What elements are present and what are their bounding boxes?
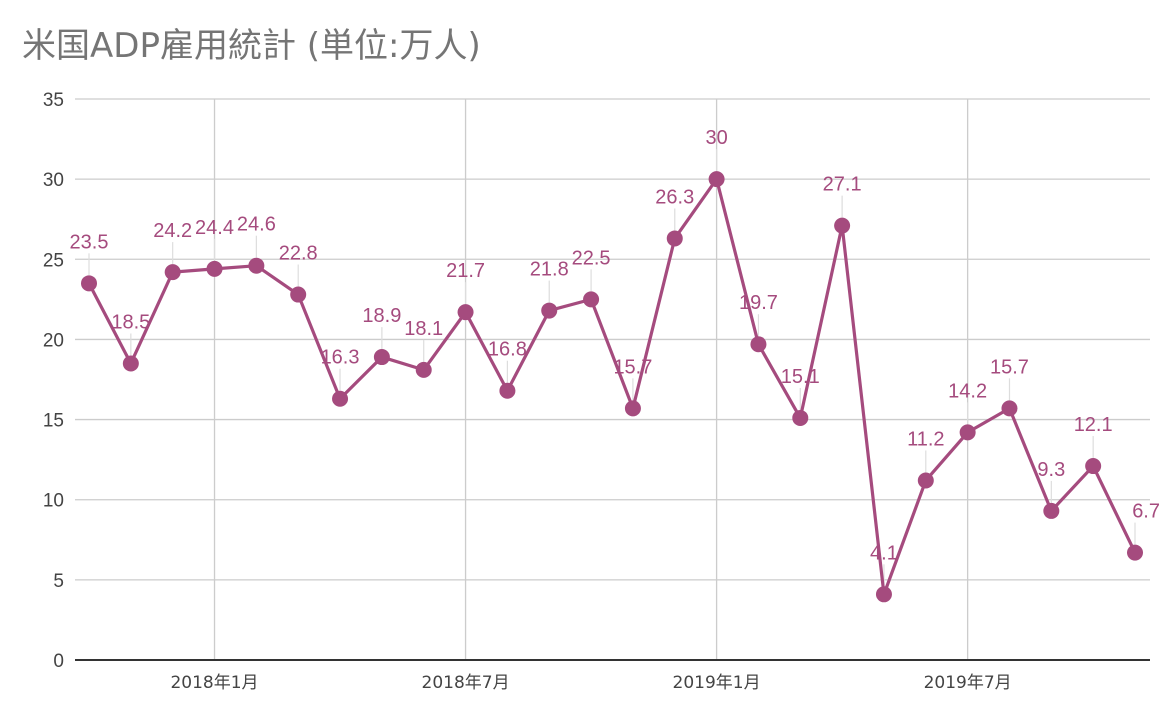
data-label: 24.4	[195, 217, 234, 239]
y-tick-label: 0	[53, 651, 64, 672]
x-tick-label: 2018年7月	[422, 673, 510, 693]
data-label: 24.2	[153, 220, 192, 242]
data-point	[81, 275, 97, 292]
data-point	[373, 349, 390, 366]
data-label: 9.3	[1037, 459, 1065, 481]
data-point	[164, 264, 181, 281]
data-label: 26.3	[655, 186, 694, 208]
data-point	[792, 409, 809, 426]
data-label: 22.5	[572, 247, 611, 269]
data-point	[666, 230, 683, 247]
data-label: 19.7	[739, 292, 778, 314]
data-point	[1085, 458, 1102, 475]
data-label: 24.6	[237, 214, 276, 236]
data-label: 14.2	[948, 380, 987, 402]
data-label: 18.5	[111, 311, 150, 333]
y-tick-label: 25	[43, 250, 64, 271]
data-point	[290, 286, 307, 303]
data-point	[708, 171, 725, 188]
data-point	[959, 424, 976, 441]
data-label: 30	[705, 127, 727, 149]
y-tick-label: 10	[43, 491, 64, 512]
data-label: 18.1	[404, 318, 443, 340]
y-tick-label: 30	[43, 170, 64, 191]
data-label: 21.8	[530, 259, 569, 281]
data-point	[1127, 544, 1143, 561]
data-point	[457, 304, 474, 321]
data-point	[1001, 400, 1018, 417]
data-point	[1043, 502, 1060, 519]
data-point	[834, 217, 851, 234]
y-tick-label: 5	[53, 571, 64, 592]
series-line	[87, 177, 1137, 596]
data-point	[206, 260, 223, 277]
data-point	[248, 257, 265, 274]
data-label: 4.1	[870, 542, 898, 564]
data-point	[415, 361, 432, 378]
data-label: 15.7	[990, 356, 1029, 378]
data-point	[122, 355, 139, 372]
data-label: 22.8	[279, 243, 318, 265]
data-point	[541, 302, 558, 319]
data-label: 21.7	[446, 260, 485, 282]
data-label: 11.2	[907, 428, 944, 450]
data-point	[332, 390, 349, 407]
data-label: 23.5	[70, 231, 109, 253]
grid-layer	[75, 98, 1150, 660]
data-point	[624, 400, 641, 417]
chart-title: 米国ADP雇用統計 (単位:万人)	[22, 26, 481, 66]
data-point	[917, 472, 934, 489]
x-tick-label: 2019年7月	[924, 673, 1012, 693]
y-tick-label: 35	[43, 90, 64, 111]
data-point	[875, 586, 892, 603]
data-label: 27.1	[823, 174, 862, 196]
axis-layer: 0 5 10 15 20 25 30 35 2018年1月 2018年7月 2019年1月 2019年…	[43, 90, 1150, 693]
x-tick-label: 2018年1月	[170, 673, 258, 693]
x-tick-label: 2019年1月	[673, 673, 761, 693]
data-point	[499, 382, 516, 399]
data-label: 15.1	[781, 366, 820, 388]
data-point	[750, 336, 767, 353]
data-label: 18.9	[362, 305, 401, 327]
data-label-layer: 23.5 18.5 24.2 24.4 24.622.8 16.318.918.1 21.7…	[70, 127, 1160, 564]
series-layer	[81, 171, 1143, 603]
data-label: 16.8	[488, 339, 527, 361]
data-label: 16.3	[321, 347, 360, 369]
y-tick-label: 15	[43, 411, 64, 432]
data-label: 12.1	[1074, 414, 1113, 436]
data-point	[583, 291, 600, 308]
y-tick-label: 20	[43, 330, 64, 351]
data-label: 6.7	[1132, 501, 1160, 523]
data-label: 15.7	[613, 356, 652, 378]
